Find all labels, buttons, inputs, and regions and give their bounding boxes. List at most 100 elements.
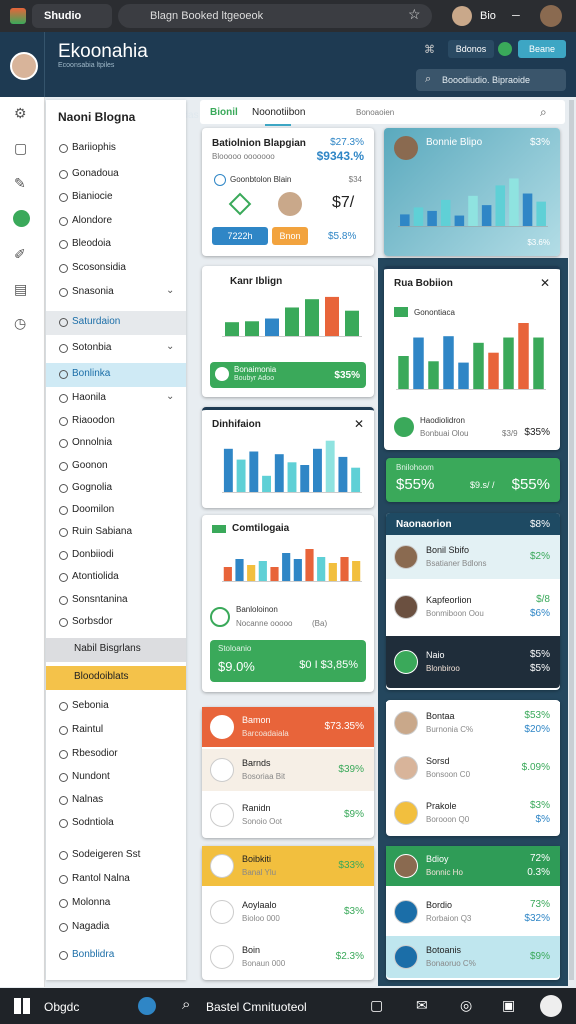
address-bar[interactable] <box>118 4 432 28</box>
bar[interactable] <box>282 553 291 581</box>
sidebar-item[interactable]: Bloodoiblats <box>74 671 129 682</box>
bar[interactable] <box>488 352 499 389</box>
bar[interactable] <box>305 299 319 336</box>
bar[interactable] <box>345 310 359 336</box>
bar[interactable] <box>300 465 310 492</box>
bar[interactable] <box>236 459 246 492</box>
bar[interactable] <box>340 557 349 581</box>
bar[interactable] <box>305 549 314 581</box>
sidebar-item[interactable]: Snasonia <box>72 286 114 297</box>
task-icon[interactable]: ✉ <box>416 997 428 1013</box>
sidebar-item[interactable]: Nabil Bisgrlans <box>74 643 141 654</box>
rail-icon[interactable]: ✐ <box>14 246 26 262</box>
button[interactable]: Bnon <box>272 227 308 245</box>
bar[interactable] <box>413 337 424 389</box>
pill[interactable] <box>210 640 366 682</box>
sidebar-item[interactable]: Raintul <box>72 724 104 735</box>
sidebar-item[interactable]: Doomilon <box>72 504 115 515</box>
bar[interactable] <box>313 448 322 492</box>
minimize[interactable]: – <box>512 6 520 22</box>
bar[interactable] <box>522 193 533 226</box>
rail-icon[interactable]: ✎ <box>14 175 26 191</box>
sidebar-item[interactable]: Atontiolida <box>72 571 119 582</box>
icon[interactable]: ⌘ <box>424 44 435 56</box>
sidebar-item[interactable]: Nagadia <box>72 921 110 932</box>
bar[interactable] <box>398 356 409 389</box>
chevron[interactable]: ⌄ <box>166 341 175 352</box>
task-icon[interactable]: ◎ <box>460 997 473 1013</box>
sidebar-item[interactable]: Alondore <box>72 215 113 226</box>
search-icon[interactable]: ⌕ <box>540 105 547 119</box>
button[interactable]: 7222h <box>212 227 268 245</box>
sidebar-item[interactable]: Rbesodior <box>72 748 118 759</box>
pill[interactable] <box>210 362 366 388</box>
sidebar-item[interactable]: Ruin Sabiana <box>72 526 133 537</box>
search-text[interactable]: Booodiudio. Bipraoide <box>442 75 531 85</box>
sidebar-item[interactable]: Bonlinka <box>72 368 111 379</box>
close[interactable]: ✕ <box>539 276 550 290</box>
sidebar-item[interactable]: Onnolnia <box>72 437 113 448</box>
bar[interactable] <box>328 563 337 581</box>
sidebar-item[interactable]: Sotonbia <box>72 342 112 353</box>
bar[interactable] <box>509 178 519 226</box>
bar[interactable] <box>270 567 279 581</box>
sidebar-item[interactable]: Bleodoia <box>72 238 111 249</box>
bar[interactable] <box>536 201 546 226</box>
address-text[interactable]: Blagn Booked ltgeoeok <box>150 10 264 22</box>
sidebar-item[interactable]: Saturdaion <box>72 316 121 327</box>
bar[interactable] <box>473 342 484 389</box>
tab-title[interactable]: Shudio <box>44 10 82 22</box>
bar[interactable] <box>285 307 299 336</box>
profile-avatar[interactable] <box>452 6 472 26</box>
sidebar-item[interactable]: Scosonsidia <box>72 262 126 273</box>
bar[interactable] <box>317 557 326 581</box>
bar[interactable] <box>235 559 244 581</box>
sidebar-item[interactable]: Goonon <box>72 460 108 471</box>
bar[interactable] <box>223 448 233 492</box>
bar[interactable] <box>413 207 424 226</box>
sidebar-item[interactable]: Nundont <box>72 771 110 782</box>
sidebar-item[interactable]: Rantol Nalna <box>72 873 130 884</box>
bar[interactable] <box>533 337 544 389</box>
rail-icon[interactable]: ◷ <box>14 315 27 331</box>
rail-icon[interactable]: ⚙ <box>14 105 27 121</box>
status-icon[interactable] <box>498 42 512 56</box>
bar[interactable] <box>352 561 361 581</box>
search-icon[interactable]: ⌕ <box>425 73 432 85</box>
bar[interactable] <box>481 205 492 226</box>
close[interactable]: ✕ <box>353 417 364 431</box>
bar[interactable] <box>287 462 297 492</box>
bar[interactable] <box>265 318 279 336</box>
bar[interactable] <box>247 565 256 581</box>
sidebar-item[interactable]: Bariiophis <box>72 142 116 153</box>
sidebar-item[interactable]: Bianiocie <box>72 191 113 202</box>
sidebar-item[interactable]: Riaoodon <box>72 415 115 426</box>
sidebar-item[interactable]: Sodntiola <box>72 817 114 828</box>
task-icon[interactable]: ▣ <box>502 997 516 1013</box>
rail-icon[interactable]: ▢ <box>14 140 28 156</box>
bar[interactable] <box>249 451 259 493</box>
bar[interactable] <box>338 456 348 492</box>
rail-icon[interactable] <box>13 210 30 227</box>
bar[interactable] <box>223 567 232 581</box>
sidebar-item[interactable]: Sorbsdor <box>72 616 113 627</box>
bar[interactable] <box>325 296 339 336</box>
start-button[interactable] <box>14 998 30 1014</box>
bar[interactable] <box>245 321 259 336</box>
bar[interactable] <box>293 559 302 581</box>
start-label[interactable]: Obgdc <box>44 1000 80 1014</box>
sidebar-item[interactable]: Donbiiodi <box>72 549 114 560</box>
bar[interactable] <box>443 336 454 389</box>
chevron[interactable]: ⌄ <box>166 285 175 296</box>
sidebar-item[interactable]: Sodeigeren Sst <box>72 849 141 860</box>
bar[interactable] <box>351 467 361 492</box>
bar[interactable] <box>258 561 267 581</box>
bar[interactable] <box>518 323 529 389</box>
browser-icon[interactable] <box>138 997 156 1015</box>
bar[interactable] <box>325 440 335 492</box>
tab[interactable] <box>32 4 112 28</box>
user-icon[interactable] <box>540 995 562 1017</box>
search-icon[interactable]: ⌕ <box>182 996 191 1013</box>
header-button[interactable]: Bdonos <box>448 40 494 58</box>
bar[interactable] <box>458 362 469 389</box>
